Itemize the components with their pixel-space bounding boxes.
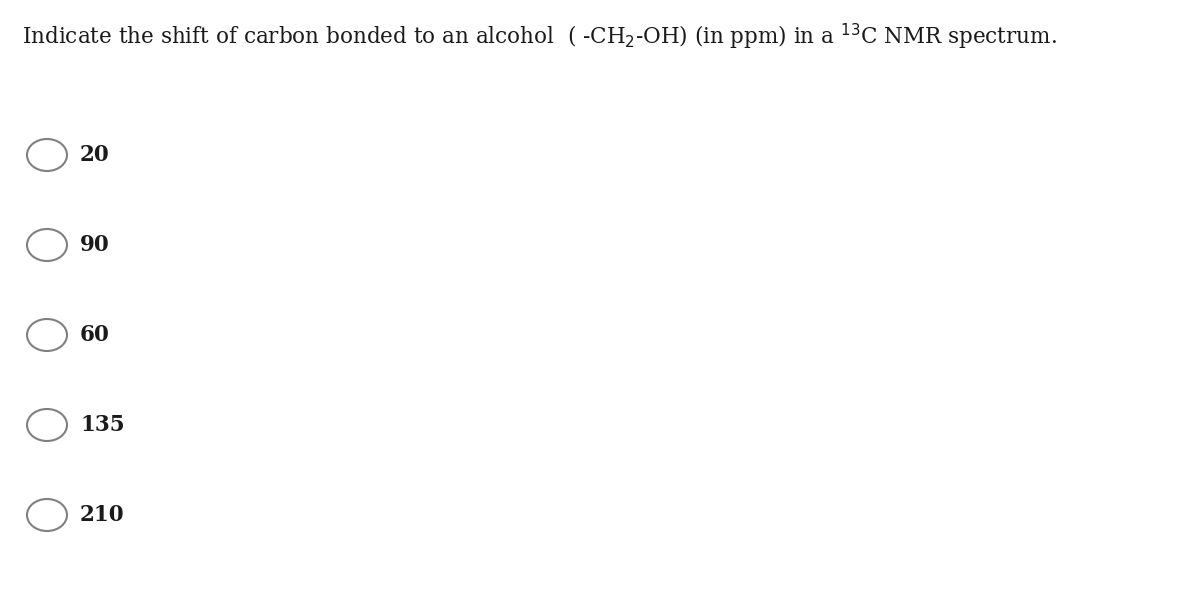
Text: 90: 90 (80, 234, 110, 256)
Text: 135: 135 (80, 414, 124, 436)
Text: 20: 20 (80, 144, 110, 166)
Text: Indicate the shift of carbon bonded to an alcohol  ( -CH$_2$-OH) (in ppm) in a $: Indicate the shift of carbon bonded to a… (21, 22, 1057, 52)
Text: 60: 60 (80, 324, 110, 346)
Text: 210: 210 (80, 504, 124, 526)
